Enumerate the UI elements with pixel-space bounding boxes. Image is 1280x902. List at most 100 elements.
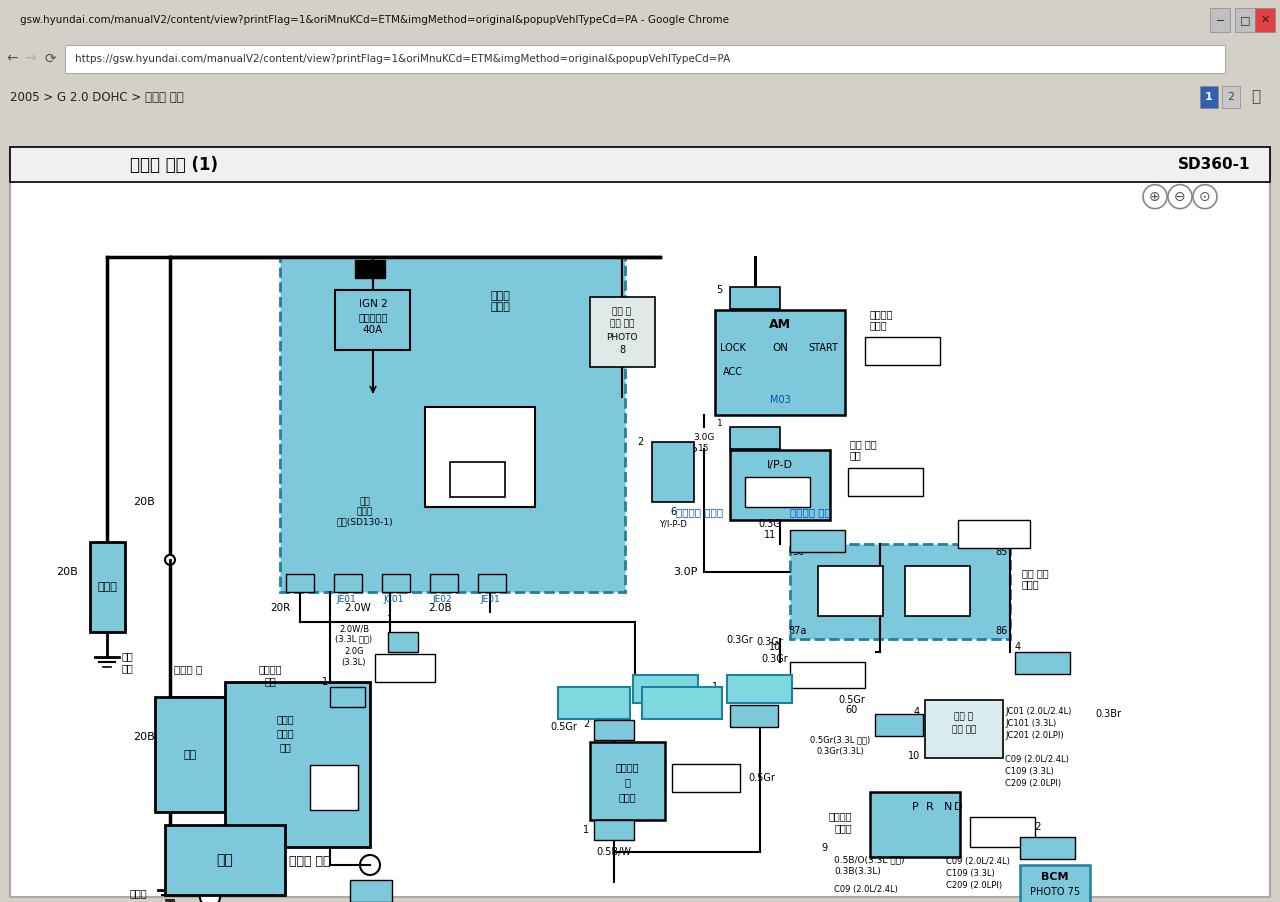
Bar	[349, 880, 392, 902]
Text: ACC: ACC	[723, 367, 742, 377]
Text: M91-2: M91-2	[1028, 658, 1056, 667]
Text: 프큐스9: 프큐스9	[765, 481, 788, 491]
Text: 이그니션: 이그니션	[616, 762, 639, 772]
Text: 마그네덕
레버: 마그네덕 레버	[259, 664, 282, 686]
Bar	[876, 713, 923, 736]
Text: https://gsw.hyundai.com/manualV2/content/view?printFlag=1&oriMnuKCd=ETM&imgMetho: https://gsw.hyundai.com/manualV2/content…	[76, 54, 731, 64]
Text: EM31: EM31	[660, 450, 685, 459]
Bar	[280, 257, 625, 592]
Text: 정션 박스: 정션 박스	[609, 319, 634, 328]
Text: EE02: EE02	[393, 638, 413, 647]
Bar	[730, 450, 829, 520]
Text: E54: E54	[605, 825, 622, 834]
Text: AM: AM	[769, 318, 791, 331]
Circle shape	[360, 855, 380, 875]
Text: 18: 18	[438, 578, 449, 587]
Text: 3.0P: 3.0P	[673, 566, 698, 577]
Bar	[905, 566, 970, 616]
Text: →: →	[24, 51, 36, 66]
Text: 49: 49	[667, 480, 680, 490]
Text: 엔진: 엔진	[183, 750, 197, 759]
Bar	[790, 529, 845, 552]
Text: 이드: 이드	[279, 742, 291, 752]
Bar	[330, 687, 365, 707]
Text: 8: 8	[620, 345, 625, 354]
Text: 2.0B: 2.0B	[429, 603, 452, 612]
Text: 15: 15	[699, 445, 709, 454]
Text: JE02: JE02	[433, 595, 452, 604]
Text: gsw.hyundai.com/manualV2/content/view?printFlag=1&oriMnuKCd=ETM&imgMethod=origin: gsw.hyundai.com/manualV2/content/view?pr…	[20, 15, 730, 25]
Text: 2.0G
(3.3L): 2.0G (3.3L)	[342, 647, 366, 667]
Text: PHOTO 9: PHOTO 9	[383, 663, 426, 673]
Text: JC201 (2.0LPI): JC201 (2.0LPI)	[1005, 732, 1064, 741]
Text: 스타트 모터: 스타트 모터	[289, 855, 330, 869]
Text: 1: 1	[712, 682, 718, 692]
Bar	[334, 574, 362, 592]
Bar	[672, 764, 740, 792]
Text: M03: M03	[769, 395, 790, 405]
Text: 플라이 휘: 플라이 휘	[174, 664, 202, 674]
Text: Y/I-P-D: Y/I-P-D	[659, 520, 687, 529]
Bar	[634, 675, 698, 703]
Text: 이그니션록
스위치 적용: 이그니션록 스위치 적용	[579, 694, 609, 713]
Bar	[790, 544, 1010, 639]
Text: ─: ─	[1216, 15, 1224, 25]
Circle shape	[200, 827, 220, 847]
Text: 0.3Br: 0.3Br	[1094, 709, 1121, 719]
Text: JE01: JE01	[480, 595, 500, 604]
Text: D: D	[954, 802, 963, 812]
Text: 1: 1	[387, 615, 393, 624]
Text: EM01: EM01	[741, 712, 767, 721]
Bar	[335, 290, 410, 350]
Bar	[870, 792, 960, 857]
Text: PHOTO 20: PHOTO 20	[977, 827, 1027, 837]
Text: 60: 60	[846, 704, 858, 715]
Text: ⊙: ⊙	[1199, 189, 1211, 204]
Bar	[652, 442, 694, 502]
Text: 도난방지 미적용: 도난방지 미적용	[677, 507, 723, 517]
Bar	[1210, 8, 1230, 32]
Bar	[1020, 837, 1075, 859]
Text: ⊖: ⊖	[1174, 189, 1185, 204]
Bar	[865, 336, 940, 364]
Text: ←: ←	[6, 51, 18, 66]
Text: START: START	[808, 343, 838, 353]
Bar	[849, 468, 923, 496]
Text: 20B: 20B	[133, 497, 155, 507]
Text: PHOTO: PHOTO	[657, 465, 689, 474]
Text: C09 (2.0L/2.4L): C09 (2.0L/2.4L)	[1005, 756, 1069, 764]
Circle shape	[767, 367, 773, 373]
Text: 0.3Gr(3.3L): 0.3Gr(3.3L)	[817, 748, 864, 757]
Text: 🖨: 🖨	[1252, 89, 1261, 105]
Text: ⟳: ⟳	[45, 51, 56, 66]
Bar	[285, 574, 314, 592]
Text: 19: 19	[328, 789, 340, 799]
Text: 3.0P: 3.0P	[673, 446, 698, 456]
Text: 20B: 20B	[56, 566, 78, 577]
Bar	[558, 687, 630, 719]
Text: 스위치: 스위치	[618, 792, 636, 802]
Text: C09 (2.0L/2.4L): C09 (2.0L/2.4L)	[946, 858, 1010, 867]
Bar	[957, 520, 1030, 548]
Text: JC01: JC01	[384, 595, 404, 604]
Bar	[727, 675, 792, 703]
Text: E10: E10	[338, 693, 356, 702]
Text: 인히비터
스위치: 인히비터 스위치	[828, 811, 852, 833]
Text: PHOTO: PHOTO	[607, 333, 637, 342]
Text: N: N	[943, 802, 952, 812]
Text: 차체
접지: 차체 접지	[164, 899, 175, 902]
Text: LOCK: LOCK	[721, 343, 746, 353]
Text: ✕: ✕	[1261, 15, 1270, 25]
Text: 0.5Gr: 0.5Gr	[838, 695, 865, 704]
Text: 0.5B/W: 0.5B/W	[596, 847, 631, 857]
Text: 0.3B(3.3L): 0.3B(3.3L)	[835, 868, 881, 877]
Text: 실내 정선
룸스: 실내 정선 룸스	[850, 439, 877, 461]
Bar	[590, 297, 655, 367]
Text: 록: 록	[625, 777, 630, 787]
Bar	[716, 309, 845, 415]
Text: R: R	[927, 802, 934, 812]
Text: 62: 62	[390, 578, 402, 587]
Text: 5: 5	[716, 285, 722, 295]
Text: 스타트
릴레이: 스타트 릴레이	[490, 291, 509, 312]
Bar	[1020, 865, 1091, 902]
